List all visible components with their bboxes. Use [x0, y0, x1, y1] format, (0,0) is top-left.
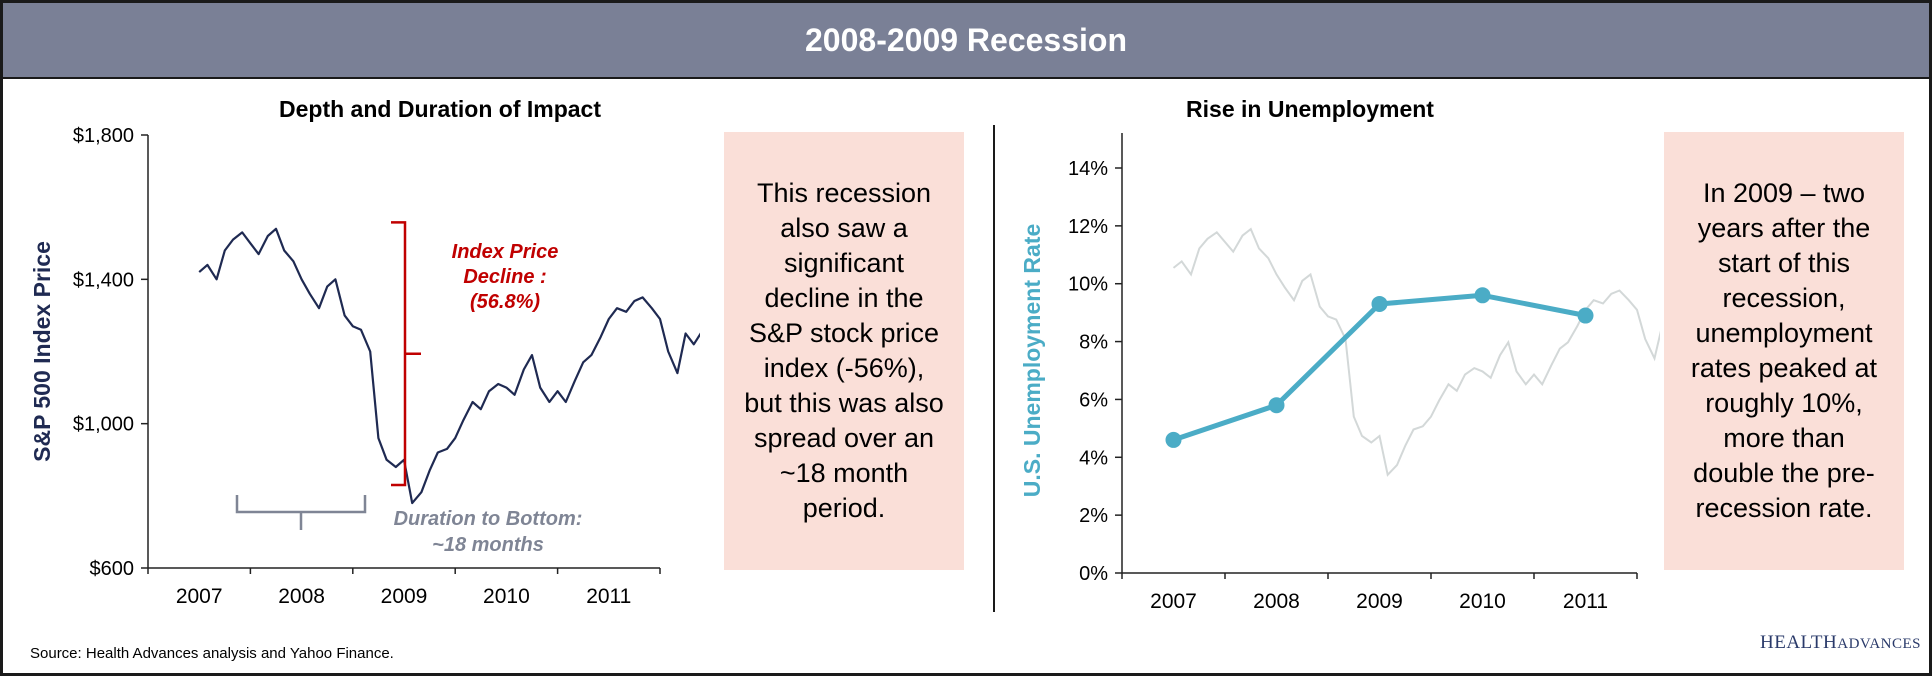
- y-tick-label: 14%: [1068, 158, 1108, 180]
- duration-annotation-label: Duration to Bottom:: [394, 508, 583, 530]
- decline-bracket: [391, 221, 421, 487]
- unemployment-point: [1371, 295, 1388, 312]
- x-tick-label: 2009: [1356, 590, 1403, 613]
- health-advances-logo: HEALTHADVANCES: [1760, 632, 1921, 653]
- panel-divider: [993, 125, 995, 612]
- y-tick-label: 4%: [1079, 447, 1108, 469]
- decline-annotation-label: Decline :: [463, 266, 546, 288]
- decline-annotation-label: (56.8%): [470, 291, 540, 313]
- y-tick-label: $600: [90, 558, 135, 580]
- x-tick-label: 2011: [586, 585, 631, 608]
- source-note: Source: Health Advances analysis and Yah…: [30, 645, 394, 662]
- y-tick-label: 6%: [1079, 389, 1108, 411]
- x-tick-label: 2007: [1150, 590, 1197, 613]
- y-tick-label: $1,400: [73, 269, 134, 291]
- y-tick-label: $1,800: [73, 125, 134, 147]
- unemployment-chart: 0% 2% 4% 6% 8% 10% 12% 14% 2007 2008 2009 2010 2011 U…: [1019, 133, 1660, 613]
- duration-annotation-label: ~18 months: [432, 534, 544, 556]
- unemployment-point: [1474, 287, 1491, 304]
- unemployment-callout-text: In 2009 – two years after the start of t…: [1690, 178, 1878, 523]
- y-tick-label: 8%: [1079, 332, 1108, 354]
- sp500-line: [198, 227, 700, 505]
- x-tick-label: 2008: [278, 585, 325, 608]
- x-tick-label: 2008: [1253, 590, 1300, 613]
- unemployment-callout: In 2009 – two years after the start of t…: [1664, 132, 1904, 570]
- x-tick-label: 2011: [1563, 590, 1608, 613]
- sp500-callout: This recession also saw a significant de…: [724, 132, 964, 570]
- unemployment-point: [1165, 431, 1182, 448]
- x-tick-label: 2007: [176, 585, 223, 608]
- sp500-callout-text: This recession also saw a significant de…: [744, 178, 944, 523]
- y-axis-title: S&P 500 Index Price: [29, 241, 55, 462]
- duration-brace: [235, 495, 367, 530]
- x-tick-label: 2010: [483, 585, 530, 608]
- unemployment-line: [1172, 292, 1586, 443]
- unemployment-point: [1577, 307, 1594, 324]
- y-tick-label: $1,000: [73, 414, 134, 436]
- y-tick-label: 10%: [1068, 274, 1108, 296]
- sp500-chart: $600 $1,000 $1,400 $1,800 2007 2008 2009 2010 20…: [29, 125, 700, 608]
- y-tick-label: 12%: [1068, 216, 1108, 238]
- page-title: 2008-2009 Recession: [3, 3, 1929, 79]
- y-tick-label: 2%: [1079, 505, 1108, 527]
- unemployment-point: [1268, 397, 1285, 414]
- left-chart-title: Depth and Duration of Impact: [279, 96, 601, 122]
- y-axis-title: U.S. Unemployment Rate: [1019, 224, 1045, 498]
- x-tick-label: 2009: [381, 585, 428, 608]
- right-chart-title: Rise in Unemployment: [1186, 96, 1434, 122]
- y-tick-label: 0%: [1079, 563, 1108, 585]
- x-tick-label: 2010: [1459, 590, 1506, 613]
- ghost-sp500-line: [1172, 227, 1660, 477]
- decline-annotation-label: Index Price: [452, 241, 559, 263]
